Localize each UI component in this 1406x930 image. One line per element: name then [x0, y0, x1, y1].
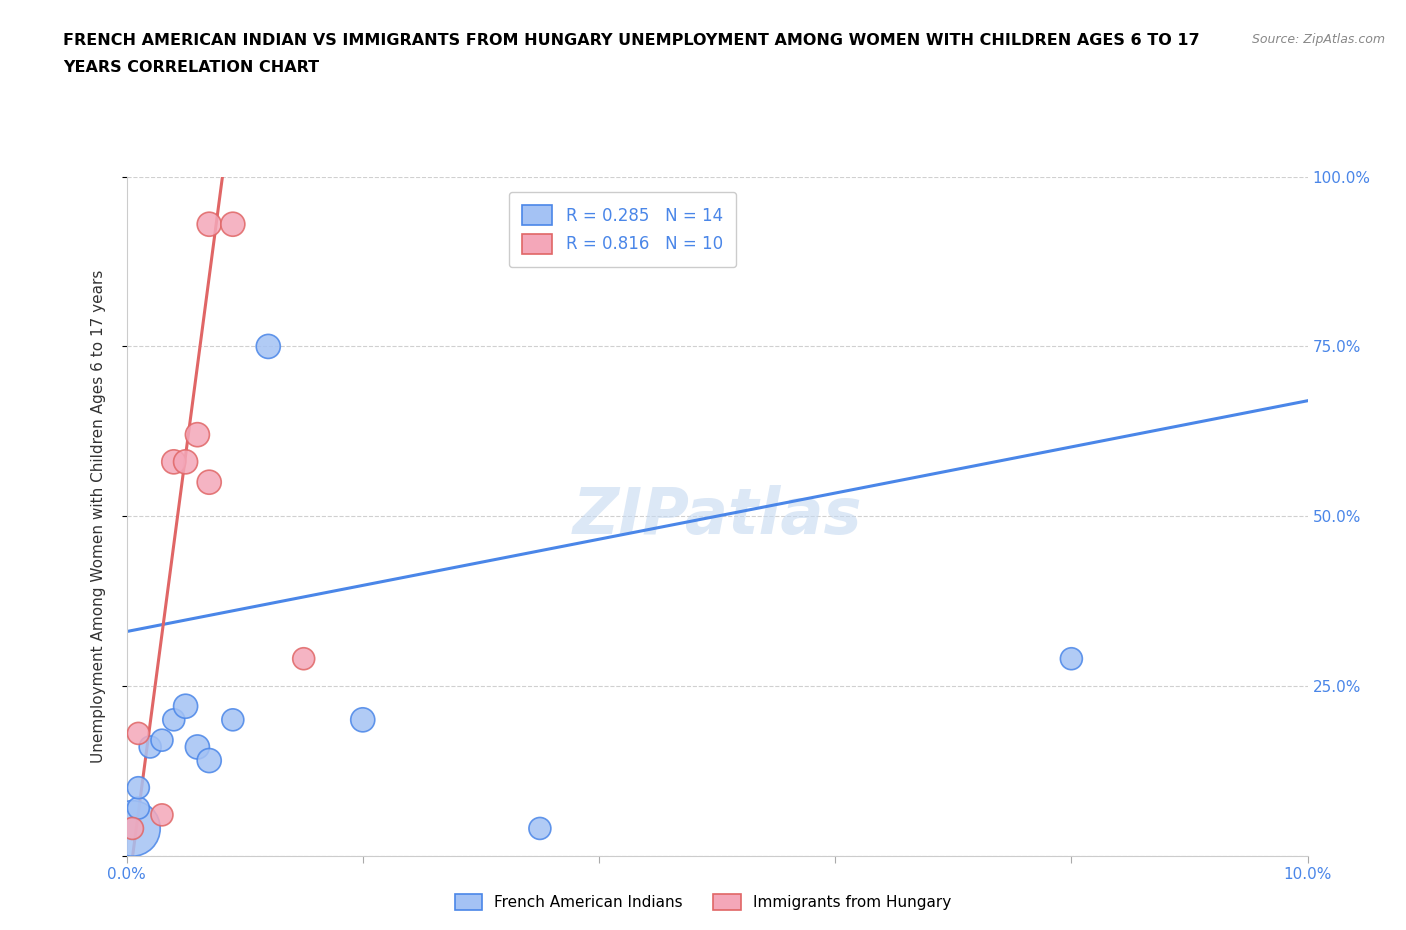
Text: FRENCH AMERICAN INDIAN VS IMMIGRANTS FROM HUNGARY UNEMPLOYMENT AMONG WOMEN WITH : FRENCH AMERICAN INDIAN VS IMMIGRANTS FRO…: [63, 33, 1199, 47]
Point: [150, 733, 173, 748]
Point: [198, 753, 221, 768]
Point: [1060, 651, 1083, 666]
Point: [127, 801, 149, 816]
Point: [198, 217, 221, 232]
Point: [150, 807, 173, 822]
Point: [186, 739, 208, 754]
Point: [222, 217, 245, 232]
Point: [121, 821, 143, 836]
Point: [257, 339, 280, 354]
Point: [121, 821, 143, 836]
Point: [127, 780, 149, 795]
Legend: French American Indians, Immigrants from Hungary: French American Indians, Immigrants from…: [447, 886, 959, 918]
Legend: R = 0.285   N = 14, R = 0.816   N = 10: R = 0.285 N = 14, R = 0.816 N = 10: [509, 192, 737, 268]
Text: ZIPatlas: ZIPatlas: [572, 485, 862, 547]
Text: Source: ZipAtlas.com: Source: ZipAtlas.com: [1251, 33, 1385, 46]
Point: [292, 651, 315, 666]
Point: [163, 712, 186, 727]
Text: YEARS CORRELATION CHART: YEARS CORRELATION CHART: [63, 60, 319, 75]
Point: [352, 712, 374, 727]
Point: [186, 427, 208, 442]
Y-axis label: Unemployment Among Women with Children Ages 6 to 17 years: Unemployment Among Women with Children A…: [91, 270, 105, 763]
Point: [127, 726, 149, 741]
Point: [163, 455, 186, 470]
Point: [529, 821, 551, 836]
Point: [222, 712, 245, 727]
Point: [139, 739, 162, 754]
Point: [198, 474, 221, 489]
Point: [174, 698, 197, 713]
Point: [174, 455, 197, 470]
